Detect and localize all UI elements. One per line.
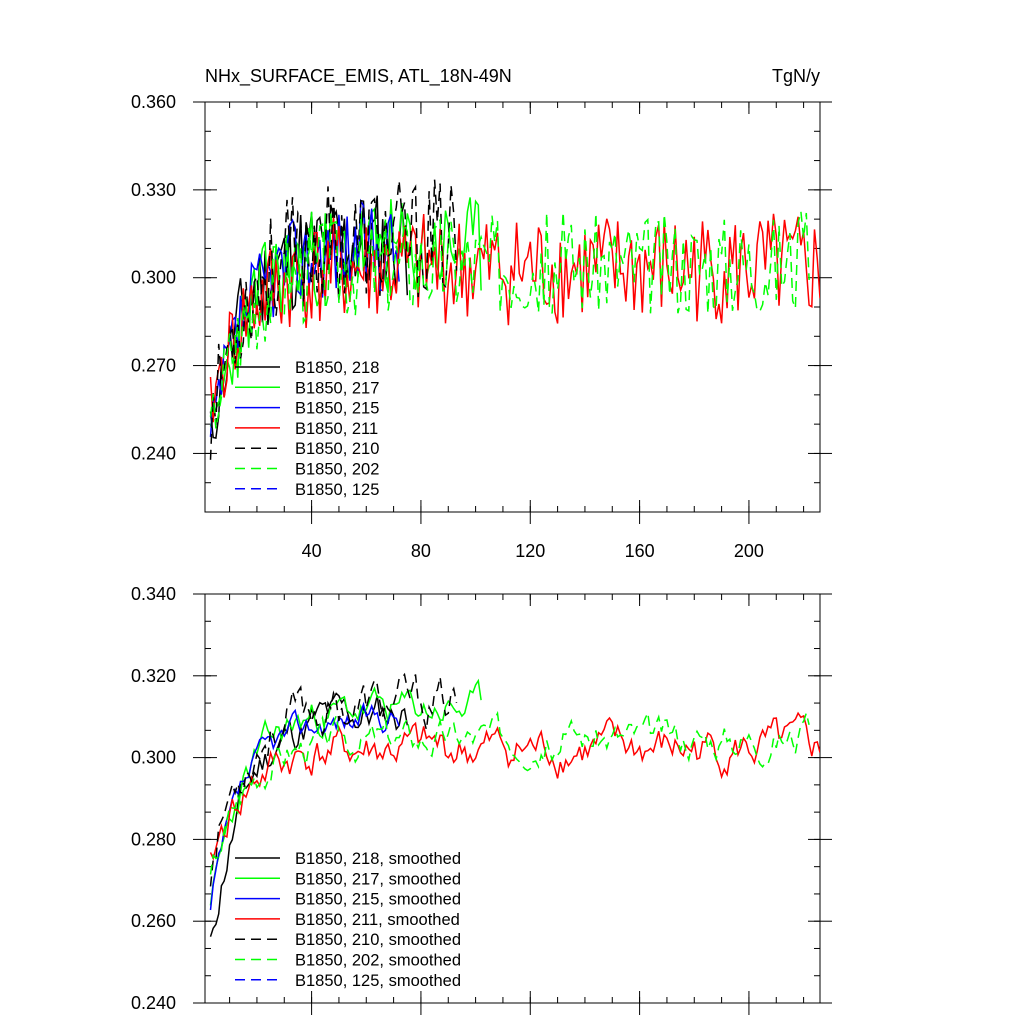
chart-units: TgN/y — [772, 66, 820, 86]
x-tick-label: 160 — [625, 541, 655, 561]
legend-label: B1850, 215 — [295, 400, 379, 418]
series-line-4 — [209, 711, 820, 861]
series-line-6 — [209, 211, 810, 429]
legend-label: B1850, 125 — [295, 481, 379, 499]
series-line-3 — [209, 701, 400, 911]
legend-label: B1850, 218, smoothed — [295, 850, 461, 868]
y-tick-label: 0.330 — [131, 180, 176, 200]
y-tick-label: 0.280 — [131, 829, 176, 849]
legend-label: B1850, 218 — [295, 359, 379, 377]
y-tick-label: 0.300 — [131, 268, 176, 288]
series-line-5 — [209, 672, 458, 887]
chart-title: NHx_SURFACE_EMIS, ATL_18N-49N — [205, 66, 512, 87]
x-tick-label: 200 — [734, 541, 764, 561]
y-tick-label: 0.240 — [131, 443, 176, 463]
y-tick-label: 0.300 — [131, 748, 176, 768]
x-tick-label: 40 — [302, 541, 322, 561]
chart-panel-2: 0.240 0.260 0.280 0.300 0.320 0.340 B1850, 218… — [131, 584, 832, 1015]
series-line-5 — [209, 179, 458, 460]
y-tick-label: 0.270 — [131, 356, 176, 376]
legend-label: B1850, 125, smoothed — [295, 972, 461, 990]
chart-panel-1: 40 80 120 160 200 0.240 0.270 0.300 0.330 0.360 NH… — [131, 66, 832, 561]
series-line-6 — [209, 710, 810, 875]
legend-label: B1850, 202, smoothed — [295, 952, 461, 970]
legend-label: B1850, 217, smoothed — [295, 870, 461, 888]
legend-label: B1850, 217 — [295, 379, 379, 397]
legend-label: B1850, 211 — [295, 420, 378, 438]
legend-label: B1850, 211, smoothed — [295, 911, 460, 929]
y-tick-label: 0.360 — [131, 92, 176, 112]
series-line-1 — [209, 692, 409, 937]
y-tick-label: 0.240 — [131, 993, 176, 1013]
legend-label: B1850, 215, smoothed — [295, 891, 461, 909]
y-tick-label: 0.340 — [131, 584, 176, 604]
series-line-4 — [209, 213, 820, 423]
x-tick-label: 80 — [411, 541, 431, 561]
y-tick-label: 0.320 — [131, 666, 176, 686]
series-group — [209, 179, 820, 460]
series-group — [209, 672, 820, 937]
legend-label: B1850, 210 — [295, 440, 379, 458]
y-tick-label: 0.260 — [131, 911, 176, 931]
x-tick-label: 120 — [515, 541, 545, 561]
plot-frame — [204, 593, 821, 1004]
legend-label: B1850, 210, smoothed — [295, 931, 461, 949]
legend-label: B1850, 202 — [295, 461, 379, 479]
